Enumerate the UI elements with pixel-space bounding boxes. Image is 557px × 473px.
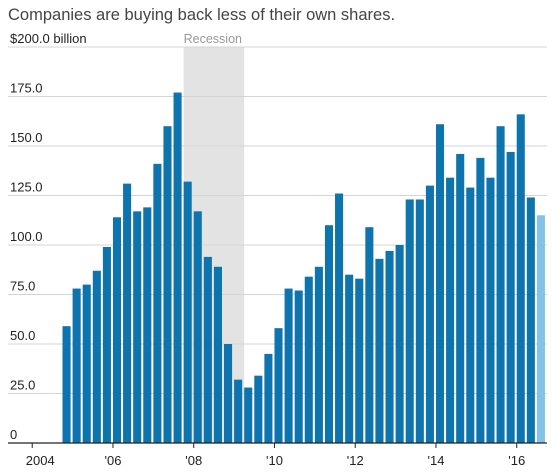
bar xyxy=(304,276,313,443)
bar xyxy=(365,227,374,443)
bar xyxy=(133,211,142,443)
bar xyxy=(254,375,263,443)
x-tick-label: '08 xyxy=(185,453,202,468)
bar xyxy=(526,197,535,443)
bar xyxy=(415,199,424,443)
x-tick-label: '06 xyxy=(104,453,121,468)
bar xyxy=(234,379,243,443)
bar xyxy=(274,328,283,443)
x-tick-label: '12 xyxy=(347,453,364,468)
bar xyxy=(153,163,162,443)
y-tick-label: 125.0 xyxy=(10,180,43,195)
bar xyxy=(82,284,91,443)
bar xyxy=(264,353,273,443)
bar xyxy=(203,256,212,443)
bar xyxy=(355,278,364,443)
bar xyxy=(284,288,293,443)
recession-label: Recession xyxy=(184,32,242,46)
bar xyxy=(486,177,495,443)
bar xyxy=(385,250,394,443)
bar xyxy=(62,326,71,443)
bar xyxy=(244,387,253,443)
x-tick-label: '14 xyxy=(427,453,444,468)
y-tick-label: 100.0 xyxy=(10,229,43,244)
bar xyxy=(476,157,485,443)
bar xyxy=(123,183,132,443)
bar xyxy=(112,217,122,443)
x-tick-label: 2004 xyxy=(26,453,55,468)
bar xyxy=(193,211,202,443)
bar xyxy=(173,92,182,443)
y-tick-label: 75.0 xyxy=(10,279,35,294)
bar xyxy=(72,288,81,443)
bar xyxy=(102,246,111,443)
y-tick-label: 25.0 xyxy=(10,378,35,393)
bar xyxy=(375,258,384,443)
bar xyxy=(425,185,434,443)
bar xyxy=(183,181,192,443)
bar xyxy=(435,124,445,443)
chart-title: Companies are buying back less of their … xyxy=(8,6,395,24)
bar xyxy=(224,344,233,443)
bar xyxy=(506,151,515,443)
y-tick-label: 150.0 xyxy=(10,130,43,145)
bar xyxy=(466,187,475,443)
bar xyxy=(294,290,303,443)
bar xyxy=(345,274,354,443)
bar xyxy=(405,199,414,443)
bar xyxy=(446,177,455,443)
y-tick-label: 0 xyxy=(10,427,17,442)
bar xyxy=(456,153,465,444)
bar xyxy=(213,266,222,443)
bar xyxy=(314,266,323,443)
bar xyxy=(395,245,404,443)
y-tick-label: 175.0 xyxy=(10,81,43,96)
y-tick-label: 50.0 xyxy=(10,328,35,343)
bar xyxy=(516,114,525,443)
bar xyxy=(92,270,101,443)
bar xyxy=(536,215,545,443)
bar xyxy=(324,225,334,443)
bar xyxy=(496,126,505,443)
x-tick-label: '10 xyxy=(266,453,283,468)
y-tick-label: $200.0 billion xyxy=(10,31,87,46)
bar xyxy=(163,126,172,443)
bar xyxy=(143,207,152,443)
x-tick-label: '16 xyxy=(508,453,525,468)
bar xyxy=(335,193,344,443)
